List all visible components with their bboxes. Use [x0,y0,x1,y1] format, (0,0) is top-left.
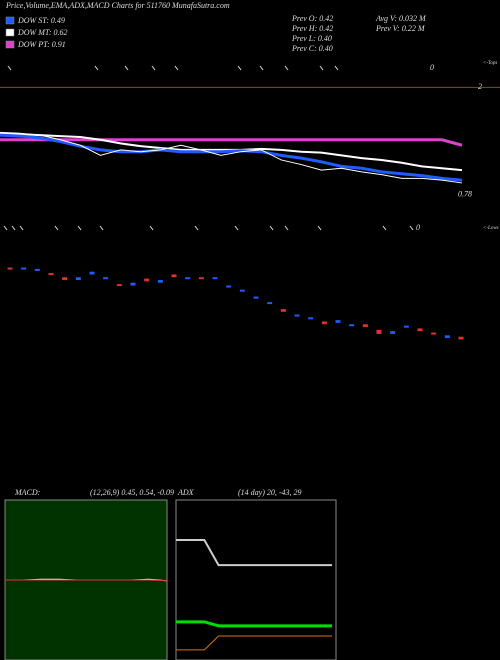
panel-title: ADX [177,488,195,497]
candle [171,274,177,278]
info-text: Avg V: 0.032 M [375,14,427,23]
candle [335,320,341,323]
candle [417,328,423,332]
candle [362,324,368,328]
candle [144,278,150,282]
candle [390,331,396,334]
series-line [176,620,332,628]
panel-subtitle: (12,26,9) 0.45, 0.54, -0.09 [90,488,174,497]
candle [198,277,204,280]
candle [89,271,95,275]
lows-note: <-Lows [483,226,499,231]
candle [7,267,13,270]
panel-background [176,500,332,660]
adx-frame [175,499,337,660]
candle [239,289,245,292]
candle [130,282,136,286]
series-line [176,635,332,651]
series-line [5,579,168,582]
candle [376,329,382,334]
candle [267,302,273,305]
legend-label: DOW PT: 0.91 [17,40,66,49]
candle [34,268,40,271]
info-text: Prev H: 0.42 [291,24,333,33]
series-line [0,131,463,184]
candle [253,296,259,299]
candle [103,277,109,280]
candle [48,273,54,276]
candle [349,324,355,327]
candle [444,335,450,339]
info-text: Prev O: 0.42 [291,14,333,23]
lows-marker: 0 [416,223,420,232]
candle [403,325,409,328]
legend-swatch [5,28,15,37]
candle [280,309,286,312]
candle [294,314,300,317]
legend-label: DOW ST: 0.49 [17,16,65,25]
candle [308,317,314,320]
candle [212,277,218,280]
legend-swatch [5,40,15,49]
tops-marker: 0 [430,63,434,72]
info-text: Prev V: 0.22 M [375,24,426,33]
arrow-row [3,65,414,231]
legend-label: DOW MT: 0.62 [17,28,68,37]
tops-note: <-Tops [483,61,497,66]
candle [321,321,327,325]
candle [116,284,122,287]
series-line [0,133,463,182]
candle [75,277,81,280]
info-text: Prev C: 0.40 [291,44,333,53]
candle [21,267,27,270]
panel-title: MACD: [14,488,41,497]
legend-swatch [5,16,15,25]
series-line [0,138,463,147]
candle [431,332,437,335]
candle [157,279,163,283]
y-tick-label: 0.78 [458,189,472,198]
panel-subtitle: (14 day) 20, -43, 29 [238,488,302,497]
info-text: Prev L: 0.40 [291,34,332,43]
y-tick-label: 2 [478,82,482,91]
candle [185,277,191,280]
candle [62,277,68,280]
chart-title: Price,Volume,EMA,ADX,MACD Charts for 511… [5,1,230,10]
candle [226,285,232,288]
series-line [176,539,332,567]
candle [458,336,464,340]
